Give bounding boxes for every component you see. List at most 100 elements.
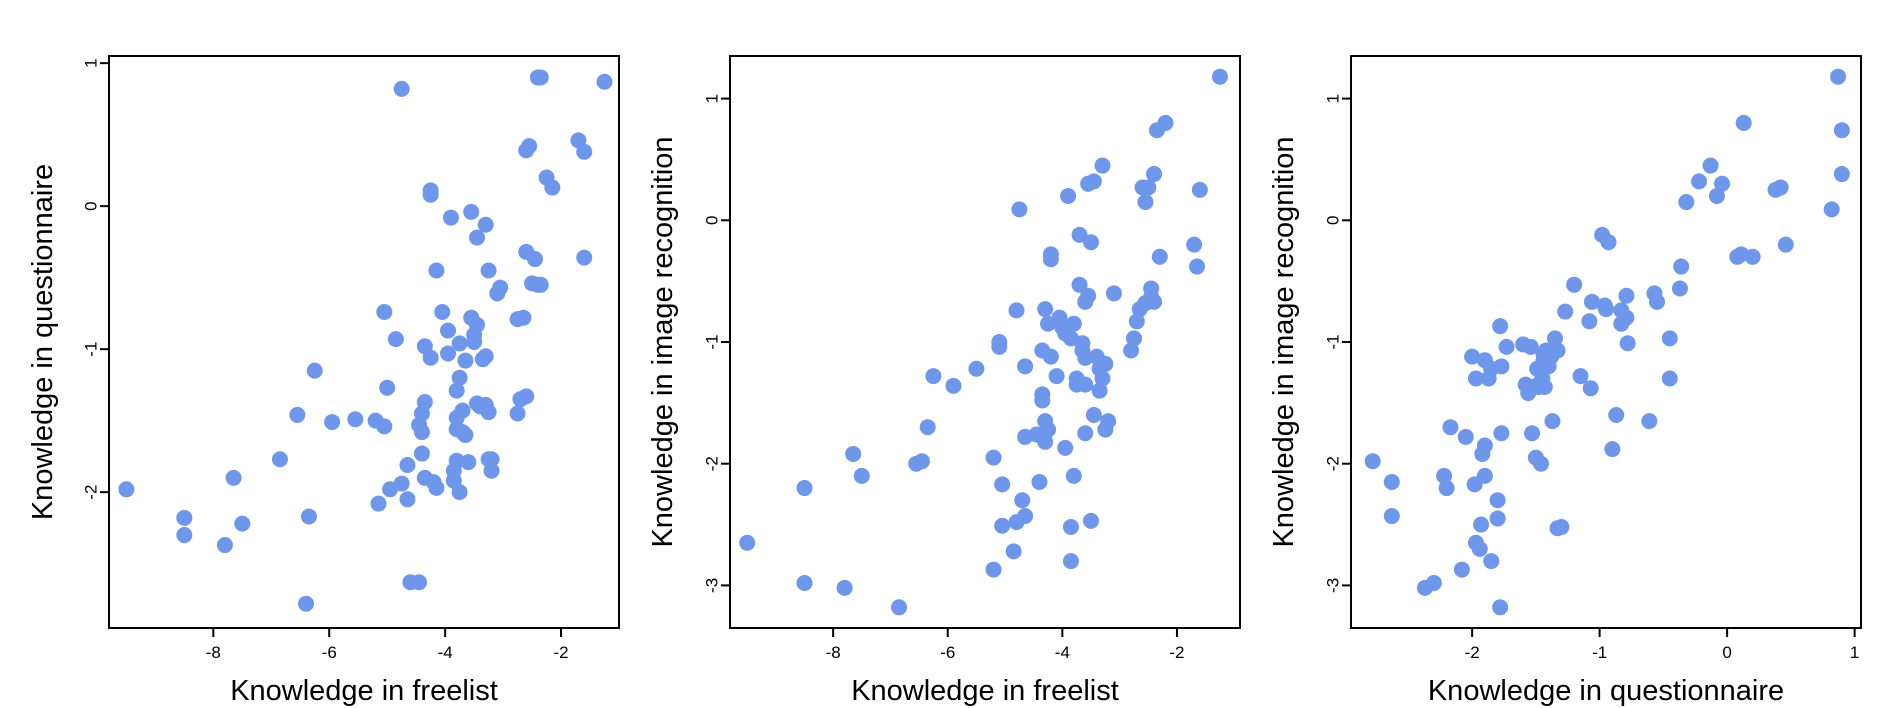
data-point xyxy=(1678,194,1695,211)
data-point xyxy=(968,360,985,377)
data-point xyxy=(1037,433,1054,450)
data-point xyxy=(509,405,526,422)
data-point xyxy=(480,262,497,279)
x-tick-label: -4 xyxy=(1055,643,1070,662)
x-tick-label: -2 xyxy=(553,643,568,662)
data-point xyxy=(1830,68,1847,85)
data-point xyxy=(1077,376,1094,393)
x-tick-label: -6 xyxy=(940,643,955,662)
data-point xyxy=(1383,473,1400,490)
data-point xyxy=(1091,382,1108,399)
data-point xyxy=(176,509,193,526)
y-tick-label: -2 xyxy=(1324,456,1343,471)
data-point xyxy=(1619,335,1636,352)
data-point xyxy=(376,418,393,435)
data-point xyxy=(440,322,457,339)
y-tick-label: -2 xyxy=(82,485,101,500)
data-point xyxy=(306,362,323,379)
data-point xyxy=(1008,302,1025,319)
data-point xyxy=(469,316,486,333)
y-tick-label: 1 xyxy=(1324,94,1343,103)
data-point xyxy=(492,279,509,296)
y-ticks: -2 -1 0 1 xyxy=(82,58,109,500)
data-point xyxy=(463,203,480,220)
data-point xyxy=(1436,467,1453,484)
points xyxy=(1364,68,1850,616)
data-point xyxy=(216,537,233,554)
data-point xyxy=(853,467,870,484)
data-point xyxy=(428,479,445,496)
data-point xyxy=(1057,439,1074,456)
data-point xyxy=(596,73,613,90)
data-point xyxy=(1211,68,1228,85)
data-point xyxy=(1128,313,1145,330)
data-point xyxy=(1744,248,1761,265)
panel-1: -8 -6 -4 -2 -2 -1 0 1 Knowledge in freelist Kn… xyxy=(27,55,620,707)
data-point xyxy=(448,452,465,469)
data-point xyxy=(1034,392,1051,409)
data-point xyxy=(994,476,1011,493)
data-point xyxy=(324,414,341,431)
data-point xyxy=(271,451,288,468)
data-point xyxy=(451,484,468,501)
data-point xyxy=(442,209,459,226)
data-point xyxy=(1031,473,1048,490)
data-point xyxy=(1083,512,1100,529)
y-tick-label: -1 xyxy=(703,334,722,349)
data-point xyxy=(796,480,813,497)
data-point xyxy=(399,456,416,473)
x-axis-label: Knowledge in freelist xyxy=(230,675,498,707)
data-point xyxy=(1137,194,1154,211)
data-point xyxy=(440,345,457,362)
x-tick-label: -6 xyxy=(322,643,337,662)
data-point xyxy=(428,262,445,279)
data-point xyxy=(1140,179,1157,196)
data-point xyxy=(1583,293,1600,310)
data-point xyxy=(376,303,393,320)
y-tick-label: 0 xyxy=(82,201,101,210)
data-point xyxy=(1833,122,1850,139)
data-point xyxy=(1532,455,1549,472)
x-tick-label: -2 xyxy=(1169,643,1184,662)
data-point xyxy=(1143,280,1160,297)
data-point xyxy=(576,143,593,160)
y-axis-label: Knowledge in questionnaire xyxy=(27,164,59,520)
data-point xyxy=(1536,379,1553,396)
data-point xyxy=(1483,553,1500,570)
data-point xyxy=(891,599,908,616)
data-point xyxy=(1489,510,1506,527)
points xyxy=(118,69,613,612)
data-point xyxy=(1582,380,1599,397)
data-point xyxy=(1553,518,1570,535)
data-point xyxy=(1094,157,1111,174)
data-point xyxy=(515,309,532,326)
data-point xyxy=(1442,419,1459,436)
y-tick-label: -3 xyxy=(1324,578,1343,593)
data-point xyxy=(1557,303,1574,320)
data-point xyxy=(1080,287,1097,304)
data-point xyxy=(1547,330,1563,347)
data-point xyxy=(1123,342,1140,359)
data-point xyxy=(379,379,396,396)
data-point xyxy=(457,426,474,443)
data-point xyxy=(985,561,1002,578)
data-point xyxy=(1833,166,1850,183)
data-point xyxy=(1438,480,1455,497)
data-point xyxy=(422,182,439,199)
data-point xyxy=(1011,201,1028,218)
data-point xyxy=(1005,543,1022,560)
data-point xyxy=(393,80,410,97)
y-tick-label: 1 xyxy=(82,58,101,67)
data-point xyxy=(1077,425,1094,442)
plot-frame xyxy=(729,55,1241,629)
data-point xyxy=(1777,236,1794,253)
y-tick-label: -3 xyxy=(703,578,722,593)
data-point xyxy=(1071,276,1088,293)
x-tick-label: 1 xyxy=(1850,643,1859,662)
data-point xyxy=(1042,348,1059,365)
data-point xyxy=(1566,276,1583,293)
data-point xyxy=(1618,287,1635,304)
data-point xyxy=(118,481,135,498)
data-point xyxy=(925,368,942,385)
